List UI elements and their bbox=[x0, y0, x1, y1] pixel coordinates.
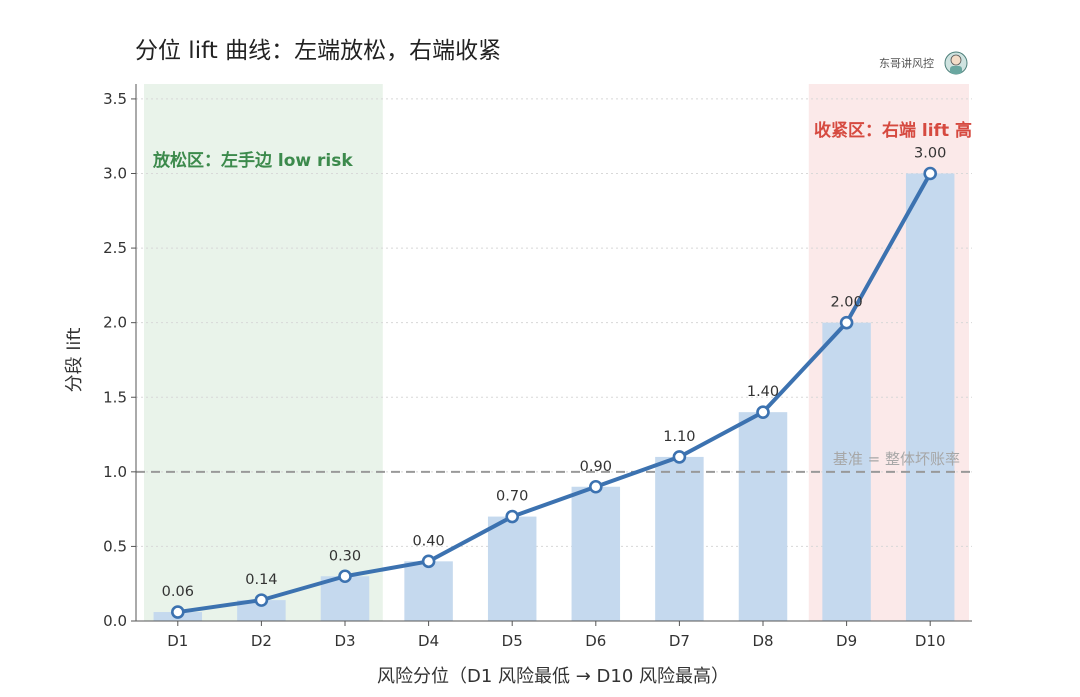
y-tick-label-4: 2.0 bbox=[103, 314, 127, 332]
data-label-D5: 0.70 bbox=[496, 489, 528, 505]
point-D3 bbox=[338, 569, 352, 584]
x-tick-label-D7: D7 bbox=[669, 632, 690, 650]
data-label-D4: 0.40 bbox=[412, 533, 444, 549]
axes-layer: 0.0 0.5 1.0 1.5 2.0 2.5 3.0 3.5 D1 D2 D3 D4 D5 D6 D7 D8… bbox=[103, 84, 972, 650]
data-label-D6: 0.90 bbox=[580, 459, 612, 475]
bar-D10 bbox=[905, 173, 955, 621]
x-tick-label-D1: D1 bbox=[167, 632, 188, 650]
right-zone-label: 收紧区：右端 lift 高 bbox=[814, 120, 972, 141]
watermark-text: 东哥讲风控 bbox=[879, 56, 934, 70]
bar-D5 bbox=[487, 516, 537, 621]
x-tick-label-D4: D4 bbox=[418, 632, 439, 650]
x-tick-label-D2: D2 bbox=[251, 632, 272, 650]
point-D8 bbox=[756, 405, 770, 419]
bar-D3 bbox=[320, 576, 370, 621]
y-tick-label-7: 3.5 bbox=[103, 90, 127, 108]
x-tick-label-D3: D3 bbox=[334, 632, 355, 650]
bar-D2 bbox=[237, 600, 286, 621]
bar-D4 bbox=[404, 561, 453, 621]
x-tick-label-D9: D9 bbox=[836, 632, 857, 650]
point-D6 bbox=[588, 479, 603, 494]
data-label-D2: 0.14 bbox=[245, 572, 277, 588]
bar-D8 bbox=[738, 412, 788, 621]
x-tick-label-D10: D10 bbox=[915, 632, 946, 650]
chart-title: 分位 lift 曲线：左端放松，右端收紧 bbox=[135, 38, 501, 64]
point-D10 bbox=[923, 166, 938, 181]
point-D4 bbox=[421, 554, 436, 569]
baseline-label: 基准 = 整体坏账率 bbox=[833, 450, 960, 468]
data-label-D9: 2.00 bbox=[830, 295, 862, 311]
y-axis-label: 分段 lift bbox=[64, 328, 85, 393]
left-zone-label: 放松区：左手边 low risk bbox=[152, 150, 353, 171]
data-label-D7: 1.10 bbox=[663, 429, 695, 445]
point-D7 bbox=[672, 450, 687, 464]
data-label-D3: 0.30 bbox=[329, 548, 361, 564]
data-label-D1: 0.06 bbox=[162, 584, 194, 600]
point-D1 bbox=[171, 605, 185, 619]
x-axis-label: 风险分位（D1 风险最低 → D10 风险最高） bbox=[377, 666, 729, 687]
avatar-icon bbox=[944, 51, 968, 75]
x-tick-label-D5: D5 bbox=[502, 632, 523, 650]
x-tick-label-D6: D6 bbox=[585, 632, 606, 650]
x-tick-label-D8: D8 bbox=[752, 632, 773, 650]
y-tick-label-3: 1.5 bbox=[103, 388, 127, 406]
point-D5 bbox=[505, 509, 520, 524]
y-tick-label-1: 0.5 bbox=[103, 537, 127, 555]
lift-line bbox=[175, 171, 933, 615]
y-tick-label-6: 3.0 bbox=[103, 165, 127, 183]
y-tick-label-2: 1.0 bbox=[103, 463, 127, 481]
point-D9 bbox=[839, 315, 854, 330]
data-label-D8: 1.40 bbox=[747, 384, 779, 400]
data-labels-layer: 0.06 0.14 0.30 0.40 0.70 0.90 1.10 1.40 2.00 3.00 bbox=[162, 146, 947, 601]
line-layer bbox=[171, 166, 938, 619]
y-tick-label-0: 0.0 bbox=[103, 612, 127, 630]
point-D2 bbox=[254, 593, 269, 607]
data-label-D10: 3.00 bbox=[914, 146, 946, 162]
bar-D6 bbox=[571, 486, 621, 621]
y-tick-label-5: 2.5 bbox=[103, 239, 127, 257]
bar-D7 bbox=[655, 456, 704, 621]
